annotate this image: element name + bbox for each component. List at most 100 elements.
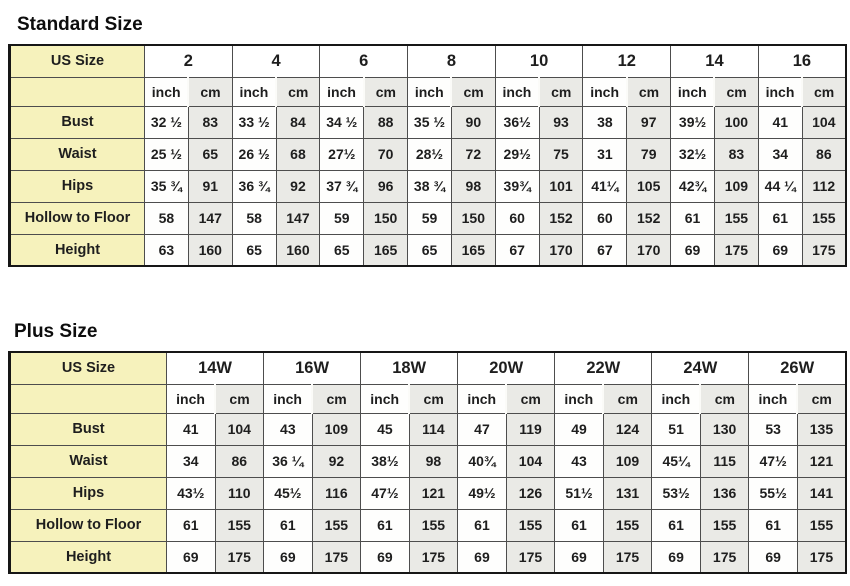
size-column-header: 18W	[360, 351, 459, 385]
measurement-cell: 136	[699, 476, 750, 510]
measurement-cell: 112	[801, 169, 847, 203]
measurement-cell: 119	[505, 412, 556, 446]
size-column-header: 14W	[165, 351, 265, 385]
measurement-cell: 70	[363, 137, 409, 171]
unit-header: inch	[166, 383, 216, 414]
measurement-cell: 47½	[360, 476, 410, 510]
table-row: Waist 34 86 36 ¼ 92 38½ 98 40¾ 104 43 109 45¼ 115 47½…	[9, 444, 847, 478]
measurement-cell: 69	[651, 540, 701, 574]
measurement-cell: 69	[554, 540, 604, 574]
measurement-cell: 98	[450, 169, 496, 203]
size-column-header: 16	[757, 44, 847, 78]
measurement-cell: 61	[166, 508, 216, 542]
measurement-cell: 83	[187, 105, 233, 139]
measurement-cell: 135	[796, 412, 847, 446]
unit-header: cm	[796, 383, 847, 414]
measurement-cell: 61	[748, 508, 798, 542]
measurement-cell: 43	[263, 412, 313, 446]
measurement-cell: 96	[363, 169, 409, 203]
measurement-cell: 104	[801, 105, 847, 139]
size-column-header: 14	[670, 44, 759, 78]
measurement-cell: 155	[602, 508, 653, 542]
unit-header: cm	[505, 383, 556, 414]
measurement-cell: 53	[748, 412, 798, 446]
measurement-cell: 165	[450, 233, 496, 267]
measurement-cell: 147	[275, 201, 321, 235]
measurement-cell: 160	[187, 233, 233, 267]
measurement-cell: 61	[360, 508, 410, 542]
size-column-header: 8	[407, 44, 496, 78]
measurement-cell: 152	[538, 201, 584, 235]
table-row: Waist 25 ½ 65 26 ½ 68 27½ 70 28½ 72 29½ 75 31 79 32½ 8…	[9, 137, 847, 171]
measurement-cell: 36 ¾	[231, 169, 277, 203]
measurement-cell: 67	[582, 233, 628, 267]
table-row: Bust 41 104 43 109 45 114 47 119 49 124 51 130 53 135	[9, 412, 847, 446]
measurement-cell: 51½	[554, 476, 604, 510]
measurement-cell: 32½	[670, 137, 715, 171]
measurement-cell: 69	[166, 540, 216, 574]
measurement-cell: 150	[450, 201, 496, 235]
measurement-cell: 39½	[670, 105, 715, 139]
measurement-cell: 72	[450, 137, 496, 171]
measurement-cell: 155	[713, 201, 759, 235]
measurement-cell: 28½	[407, 137, 452, 171]
measurement-cell: 61	[651, 508, 701, 542]
measurement-cell: 41¼	[582, 169, 628, 203]
measurement-cell: 47	[457, 412, 507, 446]
measurement-cell: 69	[748, 540, 798, 574]
table-row: Height 63 160 65 160 65 165 65 165 67 170 67 170 69 17…	[9, 233, 847, 267]
table-row: Hollow to Floor 61 155 61 155 61 155 61 155 61 155…	[9, 508, 847, 542]
unit-header: cm	[602, 383, 653, 414]
measurement-cell: 93	[538, 105, 584, 139]
measurement-cell: 44 ¼	[757, 169, 803, 203]
unit-header: inch	[457, 383, 507, 414]
measurement-cell: 86	[214, 444, 265, 478]
measurement-cell: 155	[505, 508, 556, 542]
unit-header: cm	[275, 76, 321, 107]
measurement-cell: 69	[757, 233, 803, 267]
measurement-cell: 42¾	[670, 169, 715, 203]
unit-header: cm	[450, 76, 496, 107]
measurement-cell: 34 ½	[319, 105, 365, 139]
measurement-cell: 53½	[651, 476, 701, 510]
measurement-cell: 69	[457, 540, 507, 574]
measurement-cell: 25 ½	[144, 137, 189, 171]
measurement-cell: 63	[144, 233, 189, 267]
measurement-cell: 175	[713, 233, 759, 267]
row-label: Hips	[9, 169, 145, 203]
size-column-header: 26W	[748, 351, 847, 385]
corner-spacer	[9, 76, 145, 107]
size-column-header: 24W	[651, 351, 750, 385]
measurement-cell: 32 ½	[144, 105, 189, 139]
unit-header: cm	[801, 76, 847, 107]
measurement-cell: 34	[166, 444, 216, 478]
measurement-cell: 55½	[748, 476, 798, 510]
unit-header: cm	[713, 76, 759, 107]
measurement-cell: 155	[699, 508, 750, 542]
measurement-cell: 86	[801, 137, 847, 171]
measurement-cell: 160	[275, 233, 321, 267]
unit-header: cm	[699, 383, 750, 414]
measurement-cell: 130	[699, 412, 750, 446]
measurement-cell: 35 ½	[407, 105, 452, 139]
size-column-header: 4	[231, 44, 321, 78]
measurement-cell: 69	[263, 540, 313, 574]
measurement-cell: 126	[505, 476, 556, 510]
unit-header: cm	[362, 76, 409, 107]
measurement-cell: 131	[602, 476, 653, 510]
measurement-cell: 90	[450, 105, 496, 139]
measurement-cell: 124	[602, 412, 653, 446]
measurement-cell: 67	[494, 233, 540, 267]
measurement-cell: 58	[144, 201, 189, 235]
measurement-cell: 155	[801, 201, 847, 235]
measurement-cell: 121	[408, 476, 459, 510]
size-column-header: 12	[582, 44, 672, 78]
measurement-cell: 36 ¼	[263, 444, 313, 478]
unit-header: inch	[319, 76, 365, 107]
unit-header: inch	[554, 383, 604, 414]
measurement-cell: 155	[408, 508, 459, 542]
size-column-header: 20W	[457, 351, 556, 385]
measurement-cell: 37 ¾	[319, 169, 365, 203]
unit-header: cm	[214, 383, 265, 414]
